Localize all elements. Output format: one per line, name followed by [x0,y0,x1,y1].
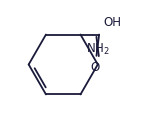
Text: NH$_2$: NH$_2$ [86,41,110,57]
Text: OH: OH [103,16,121,29]
Text: O: O [90,61,100,74]
